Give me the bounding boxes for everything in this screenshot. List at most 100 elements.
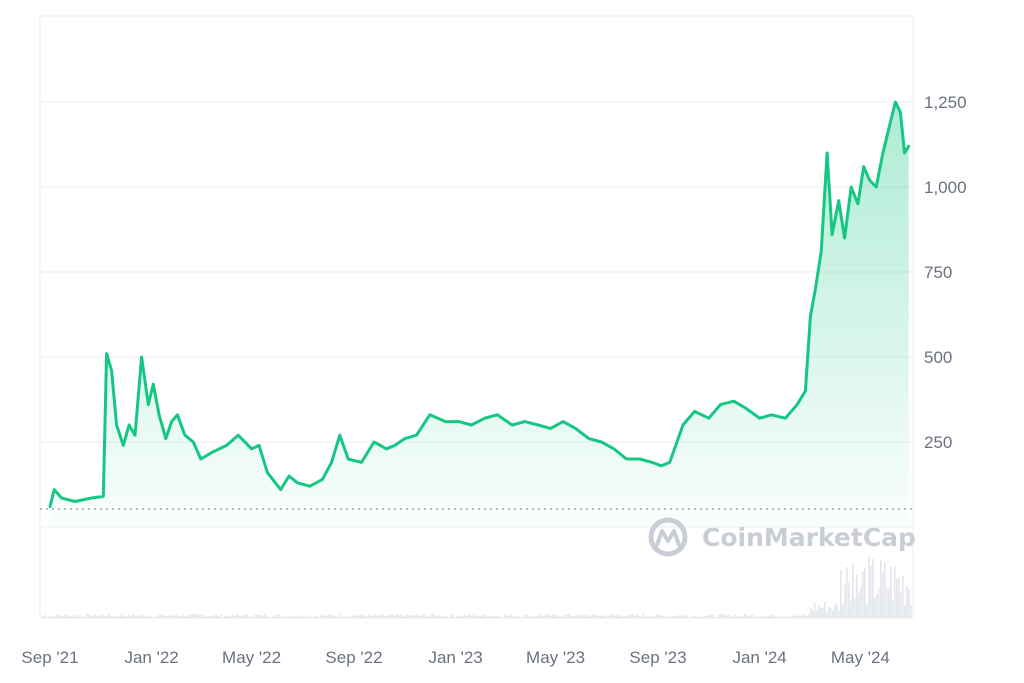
volume-bar [324,614,326,618]
volume-bar [124,615,126,618]
volume-bar [70,615,72,618]
volume-bar [790,616,792,618]
volume-bar [418,615,420,618]
volume-bar [462,616,464,618]
volume-bar [716,616,718,618]
volume-bar [878,588,880,618]
volume-bar [654,615,656,618]
volume-bar [122,615,124,618]
volume-bar [98,615,100,618]
volume-bar [358,615,360,618]
volume-bar [662,615,664,618]
volume-bar [530,615,532,618]
volume-bar [550,615,552,618]
volume-bar [882,572,884,618]
volume-bar [670,615,672,618]
volume-bar [658,614,660,618]
volume-bar [676,615,678,618]
volume-bar [282,615,284,618]
volume-bar [738,615,740,618]
volume-bar [816,610,818,618]
volume-bar [88,614,90,618]
volume-bar [834,603,836,618]
volume-bar [368,614,370,618]
volume-bar [238,615,240,618]
volume-bar [422,614,424,618]
volume-bar [612,614,614,618]
volume-bar [172,614,174,618]
volume-bar [86,614,88,618]
volume-bar [268,616,270,618]
volume-bar [152,616,154,618]
volume-bar [420,615,422,618]
volume-bar [806,615,808,618]
volume-bar [672,616,674,618]
volume-bar [456,615,458,618]
volume-bar [340,614,342,618]
volume-bar [330,614,332,618]
volume-bar [318,616,320,618]
volume-bar [232,614,234,618]
volume-bar [824,601,826,618]
volume-bar [880,560,882,618]
volume-bar [326,615,328,618]
volume-bar [438,614,440,618]
volume-bar [372,615,374,618]
volume-bar [858,593,860,618]
volume-bar [166,615,168,618]
y-tick-label: 1,000 [924,178,967,197]
volume-bar [632,614,634,618]
volume-bar [538,614,540,618]
volume-bar [532,616,534,618]
volume-bar [490,615,492,618]
volume-bar [264,614,266,618]
volume-bar [100,615,102,618]
volume-bar [708,614,710,618]
volume-bar [382,614,384,618]
volume-bar [826,612,828,618]
volume-bar [836,604,838,618]
volume-bar [424,614,426,618]
volume-bar [770,615,772,618]
volume-bar [782,616,784,618]
coinmarketcap-watermark: CoinMarketCap [648,517,916,557]
volume-bar [256,614,258,618]
volume-bar [142,614,144,618]
x-tick-label: May '24 [831,648,890,667]
volume-bar [322,615,324,618]
volume-bar [756,616,758,618]
volume-bar [392,614,394,618]
volume-bar [44,615,46,618]
volume-bar [196,614,198,618]
x-tick-label: Jan '24 [732,648,786,667]
volume-bar [624,616,626,618]
volume-bar [52,615,54,618]
volume-bar [872,558,874,618]
volume-bar [182,614,184,618]
volume-bar [888,588,890,618]
volume-bar [170,615,172,618]
volume-bar [350,616,352,618]
volume-bar [366,616,368,618]
volume-bar [682,615,684,618]
volume-bar [94,614,96,618]
volume-bar [582,614,584,618]
volume-bar [634,615,636,618]
volume-bar [374,614,376,618]
volume-bar [712,614,714,618]
volume-bar [586,616,588,618]
y-tick-label: 1,250 [924,93,967,112]
volume-bar [638,615,640,618]
volume-bar [378,615,380,618]
volume-bar [140,615,142,618]
volume-bar [280,616,282,618]
x-tick-label: May '22 [222,648,281,667]
volume-bar [134,615,136,618]
volume-bar [762,616,764,618]
volume-bar [138,615,140,618]
volume-bar [660,615,662,618]
volume-bar [276,614,278,618]
volume-bar [588,615,590,618]
volume-bar [348,616,350,618]
volume-bar [692,615,694,618]
